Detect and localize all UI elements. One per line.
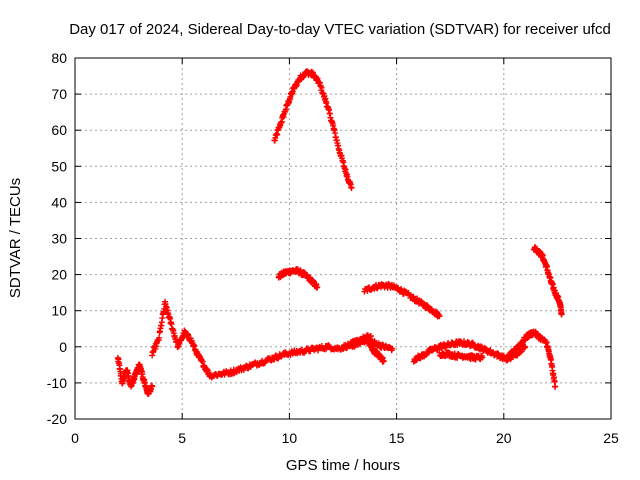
data-point bbox=[479, 354, 486, 361]
series-arc-early-low bbox=[114, 354, 156, 397]
y-axis-ticks: -20 -10 0 10 20 30 40 50 60 70 80 bbox=[47, 50, 611, 427]
x-tick-label: 25 bbox=[603, 430, 619, 446]
data-point bbox=[149, 383, 156, 390]
chart-title: Day 017 of 2024, Sidereal Day-to-day VTE… bbox=[69, 21, 611, 38]
series-arc-near-zero-4 bbox=[436, 349, 486, 363]
y-tick-label: 50 bbox=[51, 158, 67, 174]
x-axis-label: GPS time / hours bbox=[286, 457, 400, 474]
data-points bbox=[114, 68, 565, 397]
data-point bbox=[389, 345, 396, 352]
y-tick-label: 30 bbox=[51, 231, 67, 247]
x-tick-label: 0 bbox=[71, 430, 79, 446]
data-point bbox=[156, 334, 163, 341]
series-arc-near-zero-3 bbox=[410, 338, 529, 365]
x-tick-label: 5 bbox=[178, 430, 186, 446]
data-point bbox=[522, 343, 529, 350]
series-arc-peak-high bbox=[271, 68, 355, 191]
y-tick-label: 20 bbox=[51, 267, 67, 283]
x-tick-label: 20 bbox=[496, 430, 512, 446]
y-tick-label: 0 bbox=[59, 339, 67, 355]
y-tick-label: 10 bbox=[51, 303, 67, 319]
y-tick-label: -10 bbox=[47, 375, 67, 391]
series-arc-mid-20 bbox=[275, 266, 321, 291]
series-arc-late-low bbox=[505, 328, 559, 390]
x-axis-ticks: 0 5 10 15 20 25 bbox=[71, 58, 619, 446]
series-arc-near-zero-1 bbox=[207, 332, 374, 381]
x-tick-label: 15 bbox=[389, 430, 405, 446]
y-tick-label: -20 bbox=[47, 411, 67, 427]
data-point bbox=[314, 284, 321, 291]
x-tick-label: 10 bbox=[282, 430, 298, 446]
y-tick-label: 40 bbox=[51, 194, 67, 210]
data-point bbox=[558, 311, 565, 318]
y-tick-label: 80 bbox=[51, 50, 67, 66]
series-arc-late-high bbox=[530, 244, 565, 318]
y-axis-label: SDTVAR / TECUs bbox=[7, 178, 24, 298]
series-arc-dip-13to14 bbox=[363, 334, 387, 365]
series-arc-mid-15 bbox=[361, 280, 443, 320]
data-point bbox=[348, 184, 355, 191]
data-point bbox=[307, 348, 314, 355]
data-point bbox=[436, 313, 443, 320]
data-point bbox=[552, 383, 559, 390]
y-tick-label: 70 bbox=[51, 86, 67, 102]
y-tick-label: 60 bbox=[51, 122, 67, 138]
grid bbox=[75, 58, 611, 419]
data-point bbox=[380, 358, 387, 365]
